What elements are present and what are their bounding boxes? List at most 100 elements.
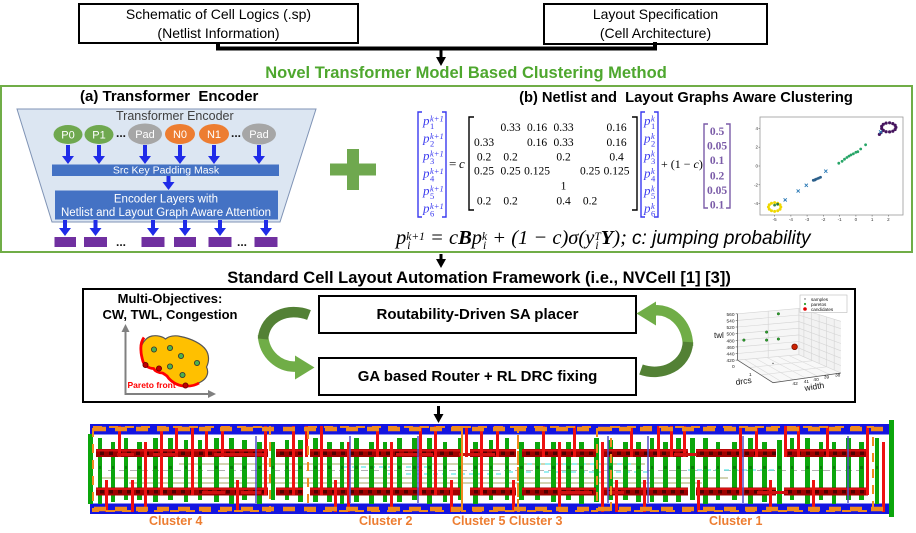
- svg-text:500: 500: [726, 332, 734, 338]
- svg-text:0.1: 0.1: [710, 155, 725, 167]
- svg-text:0.33: 0.33: [553, 122, 573, 134]
- svg-text:k: k: [651, 201, 655, 211]
- svg-text:width: width: [803, 380, 825, 393]
- svg-text:0.05: 0.05: [707, 141, 727, 153]
- svg-text:0.2: 0.2: [503, 196, 518, 208]
- svg-text:...: ...: [116, 235, 126, 249]
- svg-text:+ (1 − c): + (1 − c): [661, 157, 703, 171]
- svg-text:0.4: 0.4: [609, 152, 624, 164]
- svg-text:540: 540: [726, 318, 734, 324]
- svg-text:N1: N1: [207, 129, 221, 141]
- svg-text:Src Key Padding Mask: Src Key Padding Mask: [113, 165, 220, 177]
- svg-text:Pad: Pad: [249, 129, 269, 141]
- svg-text:6: 6: [430, 209, 434, 219]
- svg-text:twl: twl: [714, 331, 724, 340]
- svg-text:-1: -1: [838, 217, 842, 222]
- svg-text:=: =: [449, 156, 456, 171]
- svg-text:38: 38: [835, 373, 841, 379]
- svg-text:p: p: [422, 201, 430, 216]
- svg-text:0.5: 0.5: [710, 126, 725, 138]
- svg-text:p: p: [643, 131, 651, 146]
- svg-text:k+1: k+1: [430, 131, 444, 141]
- svg-text:1: 1: [749, 372, 752, 378]
- svg-text:0.05: 0.05: [707, 185, 727, 197]
- svg-text:2: 2: [430, 139, 434, 149]
- svg-text:k: k: [651, 149, 655, 159]
- svg-text:1: 1: [430, 121, 434, 131]
- svg-text:440: 440: [726, 352, 734, 358]
- svg-text:4: 4: [755, 126, 758, 131]
- svg-text:480: 480: [726, 338, 734, 344]
- svg-text:0.16: 0.16: [606, 122, 626, 134]
- svg-text:p: p: [643, 183, 651, 198]
- svg-text:p: p: [422, 183, 430, 198]
- svg-text:p: p: [422, 113, 430, 128]
- svg-text:k+1: k+1: [430, 201, 444, 211]
- svg-text:p: p: [643, 113, 651, 128]
- svg-text:Encoder Layers with: Encoder Layers with: [114, 194, 218, 206]
- svg-text:p: p: [643, 148, 651, 163]
- svg-text:Pad: Pad: [135, 129, 155, 141]
- svg-text:P0: P0: [61, 130, 74, 142]
- svg-text:5: 5: [430, 191, 434, 201]
- svg-text:0: 0: [732, 364, 735, 370]
- svg-text:0.2: 0.2: [503, 152, 518, 164]
- svg-text:0.1: 0.1: [710, 200, 725, 212]
- svg-text:1: 1: [561, 181, 567, 193]
- svg-text:4: 4: [430, 174, 435, 184]
- svg-text:samples: samples: [811, 297, 829, 302]
- svg-text:P1: P1: [92, 130, 105, 142]
- svg-text:k: k: [651, 166, 655, 176]
- svg-text:560: 560: [726, 312, 734, 318]
- svg-text:p: p: [643, 166, 651, 181]
- svg-text:p: p: [422, 131, 430, 146]
- svg-text:k+1: k+1: [430, 184, 444, 194]
- svg-text:...: ...: [237, 235, 247, 249]
- svg-text:...: ...: [231, 126, 241, 140]
- svg-text:k: k: [651, 114, 655, 124]
- svg-text:-3: -3: [805, 217, 809, 222]
- svg-text:p: p: [422, 166, 430, 181]
- svg-text:-5: -5: [773, 217, 777, 222]
- svg-text:0.16: 0.16: [527, 122, 547, 134]
- svg-text:0.2: 0.2: [477, 196, 492, 208]
- svg-text:-2: -2: [754, 182, 758, 187]
- svg-text:0.33: 0.33: [474, 137, 494, 149]
- svg-text:2: 2: [651, 139, 655, 149]
- svg-text:...: ...: [116, 126, 126, 140]
- svg-text:0.33: 0.33: [500, 122, 520, 134]
- svg-text:p: p: [422, 148, 430, 163]
- svg-text:k: k: [651, 131, 655, 141]
- svg-text:N0: N0: [173, 129, 187, 141]
- svg-text:Pareto front: Pareto front: [128, 380, 176, 390]
- svg-text:3: 3: [430, 156, 434, 166]
- svg-text:candidates: candidates: [811, 307, 834, 312]
- svg-text:2: 2: [755, 145, 758, 150]
- svg-text:0.25: 0.25: [580, 166, 600, 178]
- svg-text:-4: -4: [754, 201, 758, 206]
- svg-text:0.2: 0.2: [583, 196, 598, 208]
- svg-text:0.25: 0.25: [474, 166, 494, 178]
- svg-text:0.25: 0.25: [500, 166, 520, 178]
- svg-text:40: 40: [813, 377, 819, 383]
- svg-text:k: k: [651, 184, 655, 194]
- svg-text:41: 41: [804, 379, 810, 385]
- svg-text:0.2: 0.2: [477, 152, 492, 164]
- svg-text:42: 42: [793, 381, 799, 387]
- svg-text:drcs: drcs: [735, 375, 752, 387]
- svg-text:0.33: 0.33: [553, 137, 573, 149]
- svg-text:5: 5: [651, 191, 655, 201]
- svg-text:6: 6: [651, 209, 655, 219]
- svg-text:0.2: 0.2: [710, 171, 725, 183]
- svg-text:-2: -2: [821, 217, 825, 222]
- svg-text:-4: -4: [789, 217, 793, 222]
- svg-text:0.125: 0.125: [604, 166, 630, 178]
- svg-text:paretos: paretos: [811, 302, 827, 307]
- svg-text:0.4: 0.4: [556, 196, 571, 208]
- svg-text:0.125: 0.125: [524, 166, 550, 178]
- svg-text:2: 2: [887, 217, 890, 222]
- svg-text:k+1: k+1: [430, 166, 444, 176]
- svg-text:1: 1: [871, 217, 874, 222]
- svg-text:0.2: 0.2: [556, 152, 571, 164]
- svg-text:4: 4: [651, 174, 656, 184]
